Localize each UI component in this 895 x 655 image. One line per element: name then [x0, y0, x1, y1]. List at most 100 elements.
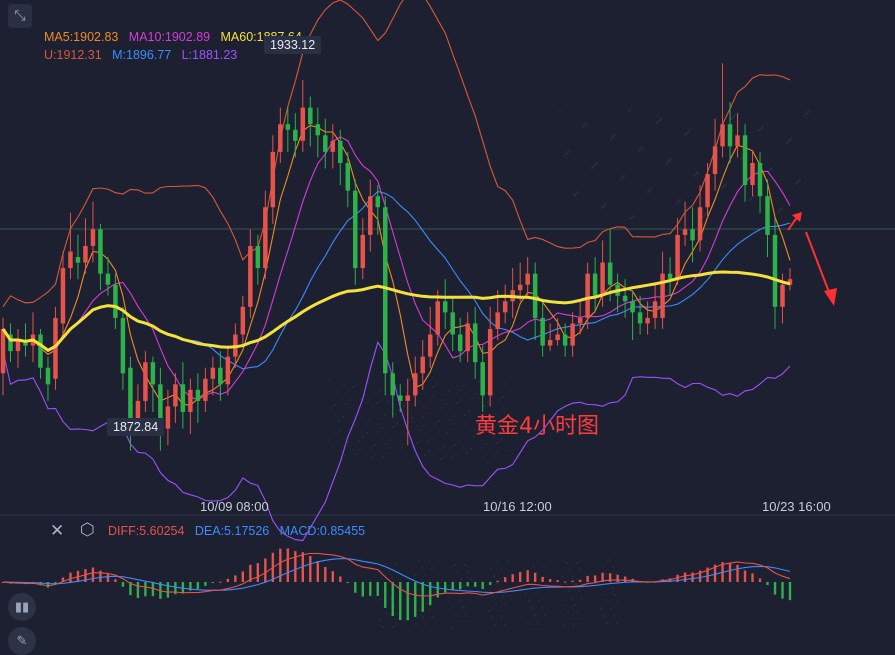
background-dot — [467, 571, 469, 573]
background-dot — [543, 565, 545, 567]
background-dot — [452, 606, 454, 608]
background-dot — [422, 616, 424, 618]
background-dot — [464, 564, 466, 566]
background-dot — [527, 621, 529, 623]
bar-chart-icon[interactable]: ▮▮ — [8, 593, 36, 621]
macd-bar — [204, 582, 207, 586]
candle-body — [98, 229, 103, 274]
background-dot — [390, 598, 392, 600]
macd-bar — [234, 575, 237, 582]
background-dot — [579, 569, 581, 571]
candle-body — [353, 190, 358, 269]
macd-bar — [788, 582, 792, 601]
background-dot — [424, 574, 426, 576]
background-dot — [485, 443, 487, 445]
background-dot — [494, 624, 496, 626]
ma5-line — [2, 124, 791, 406]
macd-bar — [331, 571, 334, 582]
background-dot — [628, 110, 630, 112]
candle-body — [570, 323, 575, 346]
background-dot — [568, 590, 570, 592]
background-dot — [342, 416, 344, 418]
background-dot — [371, 457, 373, 459]
ma5-label: MA5:1902.83 — [44, 30, 119, 44]
background-dot — [617, 601, 619, 603]
candle-body — [150, 362, 156, 385]
candle-body — [412, 373, 418, 396]
background-dot — [404, 434, 406, 436]
background-dot — [385, 443, 387, 445]
background-dot — [381, 427, 383, 429]
boll-lower-label: L:1881.23 — [181, 48, 238, 62]
background-dot — [384, 414, 386, 416]
macd-bar — [99, 570, 102, 582]
macd-bar — [129, 582, 132, 596]
candle-body — [105, 273, 111, 285]
background-dot — [419, 609, 421, 611]
macd-bar — [421, 582, 424, 612]
macd-bar — [241, 571, 245, 582]
candle-body — [442, 301, 448, 313]
candle-body — [360, 234, 366, 269]
macd-bar — [713, 564, 717, 582]
hexagon-settings-icon[interactable]: ⬡ — [80, 520, 95, 540]
pencil-icon[interactable]: ✎ — [8, 627, 36, 655]
background-dot — [380, 598, 382, 600]
background-dot — [656, 122, 658, 124]
background-dot — [433, 395, 435, 397]
macd-bar — [286, 548, 290, 582]
background-dot — [449, 419, 451, 421]
background-dot — [375, 393, 377, 395]
background-dot — [344, 454, 346, 456]
macd-bar — [136, 582, 140, 599]
background-dot — [454, 444, 456, 446]
background-dot — [529, 579, 531, 581]
background-dot — [488, 430, 490, 432]
background-dot — [538, 600, 540, 602]
background-dot — [429, 609, 431, 611]
boll-lower-line — [2, 341, 791, 542]
background-dot — [432, 386, 434, 388]
macd-bar — [196, 582, 200, 590]
candle-body — [158, 384, 163, 435]
macd-bar — [91, 567, 95, 582]
background-dot — [411, 417, 413, 419]
macd-bar — [698, 570, 702, 582]
background-dot — [537, 621, 539, 623]
background-dot — [610, 608, 612, 610]
background-dot — [332, 446, 334, 448]
background-dot — [354, 424, 356, 426]
background-dot — [506, 582, 508, 584]
background-dot — [471, 397, 473, 399]
background-dot — [605, 573, 607, 575]
background-dot — [499, 589, 501, 591]
macd-bar — [376, 582, 379, 596]
macd-bar — [429, 582, 432, 606]
candle-body — [45, 367, 51, 385]
macd-bar — [369, 582, 372, 596]
close-icon[interactable]: ✕ — [50, 521, 65, 541]
background-dot — [564, 604, 566, 606]
candle-body — [427, 334, 433, 357]
collapse-arrows-icon[interactable]: ⤡ — [8, 4, 32, 28]
background-dot — [387, 591, 389, 593]
macd-bar — [39, 582, 42, 586]
macd-bar — [279, 548, 282, 582]
macd-bar — [226, 578, 230, 582]
background-dot — [335, 433, 337, 435]
macd-bar — [676, 574, 679, 582]
ma10-label: MA10:1902.89 — [128, 30, 211, 44]
background-dot — [580, 618, 582, 620]
background-dot — [445, 403, 447, 405]
background-dot — [564, 154, 566, 156]
background-dot — [508, 450, 510, 452]
candle-body — [135, 400, 141, 424]
candle-body — [705, 174, 710, 208]
candle-body — [525, 273, 530, 285]
background-dot — [379, 619, 381, 621]
macd-bar — [496, 580, 499, 582]
candle-body — [780, 284, 785, 307]
background-dot — [426, 602, 428, 604]
background-dot — [443, 445, 445, 447]
macd-bar — [294, 551, 297, 582]
